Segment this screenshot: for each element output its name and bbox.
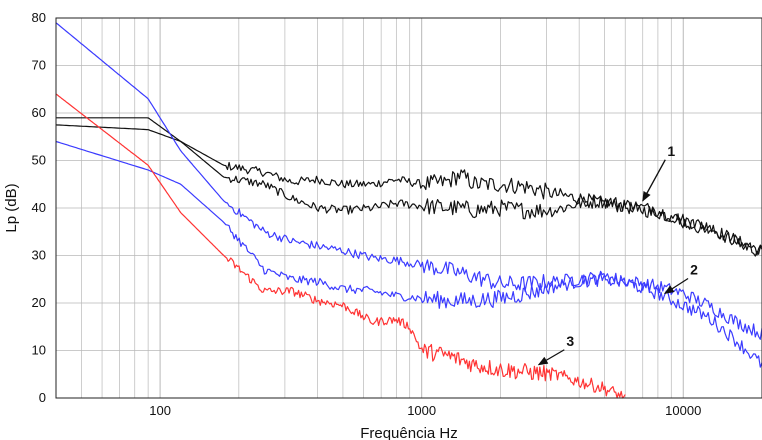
annotation-label: 3 (566, 333, 574, 349)
x-tick-label: 10000 (665, 403, 701, 418)
series-layer (55, 22, 762, 399)
x-axis-label: Frequência Hz (360, 425, 458, 440)
y-tick-label: 60 (32, 105, 46, 120)
y-tick-label: 40 (32, 200, 46, 215)
y-tick-label: 70 (32, 58, 46, 73)
y-tick-label: 30 (32, 248, 46, 263)
annotation-label: 2 (690, 262, 698, 278)
series-line-3 (55, 22, 762, 340)
annotation-arrow (663, 277, 689, 295)
series-line-1 (56, 117, 762, 256)
y-tick-label: 0 (39, 390, 46, 405)
y-tick-label: 80 (32, 10, 46, 25)
y-tick-label: 20 (32, 295, 46, 310)
annotation-arrow (537, 349, 565, 366)
series-line-2 (55, 124, 762, 257)
series-line-5 (55, 93, 626, 399)
x-tick-label: 1000 (407, 403, 436, 418)
series-line-4 (55, 140, 762, 368)
annotations: 1 2 3 (537, 143, 698, 366)
plot-frame (55, 17, 762, 399)
y-axis-label: Lp (dB) (3, 183, 20, 232)
x-tick-label: 100 (149, 403, 171, 418)
y-tick-label: 50 (32, 153, 46, 168)
tick-labels: 0 10 20 30 40 50 60 70 80 100 1000 10000 (32, 10, 702, 418)
y-tick-label: 10 (32, 343, 46, 358)
annotation-arrow (642, 159, 666, 202)
annotation-label: 1 (667, 143, 675, 159)
